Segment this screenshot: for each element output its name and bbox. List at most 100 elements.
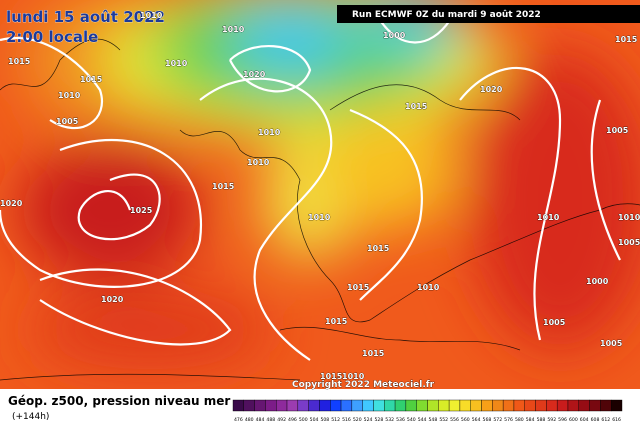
scale-swatch [481, 399, 493, 412]
scale-label: 500 [299, 417, 308, 423]
scale-swatch [438, 399, 450, 412]
scale-label: 508 [320, 417, 329, 423]
lead-time: (+144h) [12, 412, 49, 422]
scale-label: 560 [461, 417, 470, 423]
isobar-label: 1020 [101, 295, 124, 304]
scale-label: 528 [374, 417, 383, 423]
isobar-label: 1010 [417, 283, 440, 292]
scale-label: 476 [234, 417, 243, 423]
isobar-label: 1010 [308, 213, 331, 222]
scale-label: 532 [385, 417, 394, 423]
scale-swatch [265, 399, 277, 412]
isobar-label: 1010 [165, 59, 188, 68]
isobar-label: 1010 [247, 158, 270, 167]
scale-swatch [416, 399, 428, 412]
scale-label: 544 [418, 417, 427, 423]
scale-swatch [297, 399, 309, 412]
scale-label: 524 [364, 417, 373, 423]
isobar-label: 1005 [56, 117, 79, 126]
isobar-label: 1015 [325, 317, 348, 326]
scale-label: 568 [483, 417, 492, 423]
scale-swatch [556, 399, 569, 412]
isobar-label: 1015 [8, 57, 31, 66]
scale-swatch [254, 399, 266, 412]
isobar-label: 1005 [543, 318, 566, 327]
isobar-label: 1005 [618, 238, 640, 247]
scale-swatch [578, 399, 590, 412]
scale-label: 488 [266, 417, 275, 423]
scale-label: 480 [245, 417, 254, 423]
scale-label: 492 [277, 417, 286, 423]
scale-label: 556 [450, 417, 459, 423]
scale-label: 552 [439, 417, 448, 423]
scale-swatch [351, 399, 363, 412]
scale-label: 600 [569, 417, 578, 423]
scale-swatch [535, 399, 547, 412]
scale-swatch [524, 399, 536, 412]
run-box [337, 5, 640, 23]
scale-label: 616 [612, 417, 621, 423]
scale-swatch [340, 399, 353, 412]
scale-label: 496 [288, 417, 297, 423]
isobar-label: 1010 [58, 91, 81, 100]
isobar-label: 1010 [537, 213, 560, 222]
isobar-label: 1015 [347, 283, 370, 292]
isobar-label: 1025 [130, 206, 153, 215]
isobar-label: 1005 [606, 126, 629, 135]
isobar-label: 1015 [320, 372, 343, 381]
isobar-labels: 1010101010101015101510101005102010001015… [0, 11, 640, 382]
isobar-label: 1010 [222, 25, 245, 34]
scale-swatch [232, 399, 245, 412]
isobar-label: 1015 [405, 102, 428, 111]
scale-label: 588 [537, 417, 546, 423]
scale-swatch [567, 399, 579, 412]
isobar-label: 1010 [140, 11, 163, 20]
scale-swatch [308, 399, 320, 412]
scale-label: 608 [591, 417, 600, 423]
scale-swatch [502, 399, 515, 412]
date-label: lundi 15 août 2022 [6, 8, 165, 26]
run-label: Run ECMWF 0Z du mardi 9 août 2022 [352, 10, 541, 20]
scale-label: 536 [396, 417, 405, 423]
isobar-label: 1015 [362, 349, 385, 358]
scale-swatch [470, 399, 482, 412]
scale-swatch [546, 399, 558, 412]
isobar-label: 1015 [212, 182, 235, 191]
map-legend-title: Géop. z500, pression niveau mer [8, 394, 230, 408]
scale-label: 548 [429, 417, 438, 423]
isobar-label: 1020 [480, 85, 503, 94]
scale-swatch [513, 399, 525, 412]
isobar-label: 1005 [600, 339, 623, 348]
scale-label: 504 [310, 417, 319, 423]
scale-label: 564 [472, 417, 481, 423]
scale-label: 520 [353, 417, 362, 423]
scale-swatch [589, 399, 601, 412]
scale-swatch [448, 399, 461, 412]
scale-swatch [384, 399, 396, 412]
scale-label: 484 [256, 417, 265, 423]
scale-label: 580 [515, 417, 524, 423]
isobar-label: 1010 [258, 128, 281, 137]
isobar-label: 1010 [618, 213, 640, 222]
scale-swatch [373, 399, 385, 412]
scale-label: 612 [601, 417, 610, 423]
scale-swatch [600, 399, 612, 412]
isobar-label: 1015 [367, 244, 390, 253]
isobar-label: 1000 [586, 277, 609, 286]
scale-label: 516 [342, 417, 351, 423]
isobar-label: 1015 [615, 35, 638, 44]
time-label: 2:00 locale [6, 28, 98, 46]
map [0, 0, 640, 389]
isobar-label: 1000 [383, 31, 406, 40]
scale-label: 540 [407, 417, 416, 423]
isobar-label: 1010 [342, 372, 365, 381]
isobar-label: 1020 [0, 199, 23, 208]
copyright: Copyright 2022 Meteociel.fr [292, 380, 435, 390]
scale-swatch [610, 399, 623, 412]
isobar-label: 1020 [243, 70, 266, 79]
scale-swatch [394, 399, 407, 412]
scale-label: 584 [526, 417, 535, 423]
scale-label: 576 [504, 417, 513, 423]
scale-swatch [362, 399, 374, 412]
